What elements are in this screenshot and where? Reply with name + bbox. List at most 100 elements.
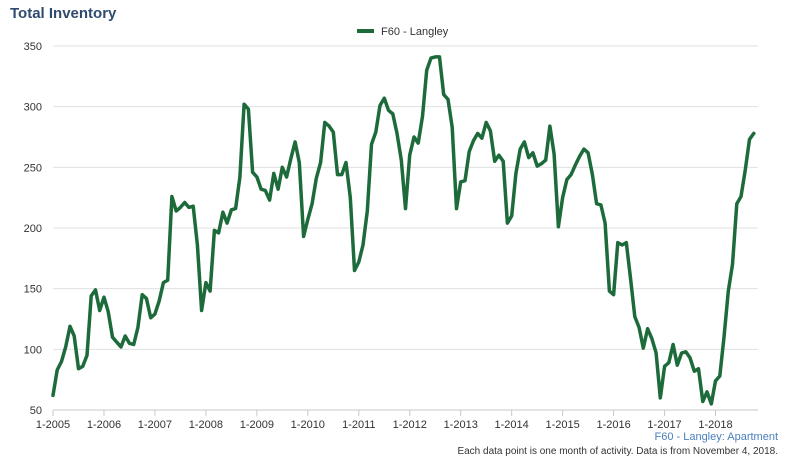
data-point[interactable]	[132, 343, 135, 346]
data-point[interactable]	[374, 130, 377, 134]
data-point[interactable]	[213, 229, 216, 232]
data-point[interactable]	[642, 346, 645, 350]
data-point[interactable]	[111, 336, 114, 339]
data-point[interactable]	[710, 402, 713, 406]
data-point[interactable]	[238, 175, 242, 179]
data-point[interactable]	[107, 310, 110, 313]
data-point[interactable]	[141, 293, 144, 296]
series-line-0[interactable]	[51, 55, 756, 406]
data-point[interactable]	[340, 173, 343, 176]
data-point[interactable]	[323, 121, 326, 124]
data-point[interactable]	[98, 309, 101, 312]
data-point[interactable]	[196, 243, 199, 247]
data-point[interactable]	[281, 166, 284, 169]
data-point[interactable]	[722, 336, 726, 339]
data-point[interactable]	[744, 168, 747, 171]
data-point[interactable]	[705, 390, 709, 393]
data-point[interactable]	[557, 225, 560, 228]
data-point[interactable]	[149, 316, 152, 319]
data-point[interactable]	[268, 198, 271, 202]
data-point[interactable]	[676, 363, 679, 367]
data-point[interactable]	[285, 175, 288, 179]
data-point[interactable]	[421, 115, 424, 118]
data-point[interactable]	[332, 130, 335, 134]
data-point[interactable]	[748, 138, 751, 141]
data-point[interactable]	[425, 69, 428, 72]
data-point[interactable]	[115, 340, 118, 344]
data-point[interactable]	[731, 263, 734, 266]
data-point[interactable]	[136, 326, 140, 329]
data-point[interactable]	[451, 126, 454, 129]
data-point[interactable]	[497, 154, 501, 157]
data-point[interactable]	[718, 374, 721, 378]
data-point[interactable]	[408, 154, 411, 157]
data-point[interactable]	[412, 135, 416, 139]
data-point[interactable]	[64, 345, 67, 349]
data-point[interactable]	[688, 356, 692, 359]
data-point[interactable]	[752, 132, 755, 135]
data-point[interactable]	[370, 143, 373, 146]
data-point[interactable]	[693, 370, 696, 373]
data-point[interactable]	[493, 160, 496, 163]
data-point[interactable]	[319, 161, 322, 164]
data-point[interactable]	[489, 129, 492, 133]
data-point[interactable]	[519, 147, 522, 151]
data-point[interactable]	[153, 312, 157, 316]
data-point[interactable]	[586, 151, 590, 154]
data-point[interactable]	[612, 293, 615, 296]
data-point[interactable]	[625, 241, 628, 244]
data-point[interactable]	[51, 394, 55, 397]
data-point[interactable]	[463, 179, 467, 182]
data-point[interactable]	[251, 171, 254, 174]
data-point[interactable]	[306, 218, 309, 221]
data-point[interactable]	[417, 141, 420, 145]
data-point[interactable]	[599, 203, 603, 207]
data-point[interactable]	[225, 221, 229, 225]
data-point[interactable]	[506, 221, 509, 225]
data-point[interactable]	[646, 327, 649, 330]
data-point[interactable]	[561, 196, 564, 199]
data-point[interactable]	[357, 260, 360, 264]
data-point[interactable]	[404, 207, 407, 210]
data-point[interactable]	[247, 107, 250, 111]
data-point[interactable]	[259, 188, 263, 191]
data-point[interactable]	[480, 137, 484, 140]
data-point[interactable]	[208, 289, 212, 293]
data-point[interactable]	[582, 147, 586, 151]
data-point[interactable]	[293, 140, 297, 144]
data-point[interactable]	[523, 140, 526, 144]
data-point[interactable]	[701, 400, 704, 403]
data-point[interactable]	[242, 103, 246, 106]
data-point[interactable]	[739, 195, 743, 198]
data-point[interactable]	[663, 365, 666, 368]
data-point[interactable]	[536, 164, 539, 168]
data-point[interactable]	[234, 207, 237, 210]
data-point[interactable]	[119, 345, 123, 349]
data-point[interactable]	[230, 208, 233, 211]
data-point[interactable]	[502, 160, 505, 163]
data-point[interactable]	[595, 202, 598, 205]
data-point[interactable]	[565, 178, 569, 181]
data-point[interactable]	[578, 155, 581, 158]
data-point[interactable]	[366, 209, 369, 213]
data-point[interactable]	[633, 315, 636, 318]
data-point[interactable]	[531, 151, 535, 154]
data-point[interactable]	[608, 289, 611, 293]
data-point[interactable]	[85, 354, 89, 357]
data-point[interactable]	[400, 158, 403, 162]
data-point[interactable]	[485, 121, 488, 124]
data-point[interactable]	[569, 173, 573, 176]
data-point[interactable]	[170, 195, 174, 198]
data-point[interactable]	[616, 241, 619, 244]
legend[interactable]: F60 - Langley	[357, 26, 449, 38]
data-point[interactable]	[620, 243, 624, 247]
data-point[interactable]	[327, 124, 331, 128]
data-point[interactable]	[68, 325, 72, 328]
data-point[interactable]	[349, 196, 352, 199]
data-point[interactable]	[735, 202, 738, 205]
data-point[interactable]	[383, 97, 386, 100]
data-point[interactable]	[73, 334, 76, 338]
data-point[interactable]	[378, 104, 382, 107]
data-point[interactable]	[353, 269, 356, 272]
data-point[interactable]	[183, 201, 186, 204]
